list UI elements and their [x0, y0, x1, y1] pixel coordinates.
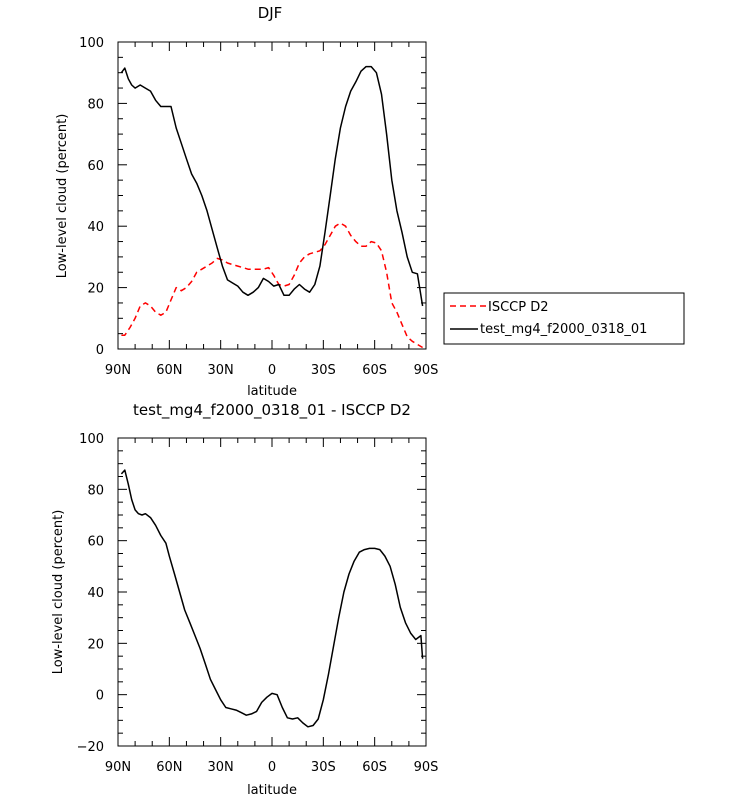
y-tick-label: 80	[87, 97, 104, 112]
y-tick-label: 40	[87, 586, 104, 601]
top-x-axis-label: latitude	[247, 384, 297, 399]
x-tick-label: 90N	[105, 363, 131, 378]
y-tick-label: 60	[87, 535, 104, 550]
top-x-tick-labels: 90N 60N 30N 0 30S 60S 90S	[105, 363, 439, 378]
bottom-panel: test_mg4_f2000_0318_01 - ISCCP D2 −20 0 20…	[51, 401, 438, 798]
series-line-isccp-d2	[121, 222, 423, 349]
top-y-axis-label: Low-level cloud (percent)	[55, 114, 70, 279]
x-tick-label: 90N	[105, 760, 131, 775]
top-y-tick-labels: 0 20 40 60 80 100	[79, 36, 104, 358]
y-tick-label: 0	[96, 343, 104, 358]
x-tick-label: 60N	[156, 363, 182, 378]
y-tick-label: 80	[87, 483, 104, 498]
top-axis-ticks	[117, 41, 427, 350]
top-panel: DJF 0 20 40 60 80 100 90N 60N 30N 0 30S 60S 90S lat…	[55, 4, 438, 399]
legend-box	[443, 292, 685, 345]
legend-label-model: test_mg4_f2000_0318_01	[480, 322, 647, 337]
x-tick-label: 0	[268, 760, 276, 775]
top-chart-title: DJF	[258, 4, 283, 22]
bottom-axis-ticks	[117, 437, 427, 747]
bottom-y-axis-label: Low-level cloud (percent)	[51, 510, 66, 675]
x-tick-label: 30S	[311, 760, 336, 775]
bottom-x-axis-label: latitude	[247, 783, 297, 798]
bottom-y-tick-labels: −20 0 20 40 60 80 100	[77, 432, 104, 755]
x-tick-label: 60N	[156, 760, 182, 775]
series-line-difference	[120, 469, 424, 728]
y-tick-label: 100	[79, 432, 104, 447]
x-tick-label: 30S	[311, 363, 336, 378]
y-tick-label: 20	[87, 282, 104, 297]
y-tick-label: 60	[87, 159, 104, 174]
x-tick-label: 60S	[362, 760, 387, 775]
x-tick-label: 30N	[208, 363, 234, 378]
top-series-group	[120, 65, 424, 349]
x-tick-label: 90S	[414, 760, 439, 775]
x-tick-label: 0	[268, 363, 276, 378]
series-line-test-mg4-f2000-0318-01	[120, 65, 424, 307]
bottom-plot-frame	[117, 437, 427, 747]
y-tick-label: 20	[87, 637, 104, 652]
y-tick-label: −20	[77, 740, 104, 755]
legend-label-isccp: ISCCP D2	[488, 300, 549, 315]
y-tick-label: 40	[87, 220, 104, 235]
y-tick-label: 100	[79, 36, 104, 51]
legend: ISCCP D2 test_mg4_f2000_0318_01	[443, 292, 685, 345]
bottom-chart-title: test_mg4_f2000_0318_01 - ISCCP D2	[133, 401, 411, 420]
x-tick-label: 90S	[414, 363, 439, 378]
x-tick-label: 60S	[362, 363, 387, 378]
bottom-x-tick-labels: 90N 60N 30N 0 30S 60S 90S	[105, 760, 439, 775]
x-tick-label: 30N	[208, 760, 234, 775]
y-tick-label: 0	[96, 689, 104, 704]
bottom-series-group	[120, 469, 424, 728]
